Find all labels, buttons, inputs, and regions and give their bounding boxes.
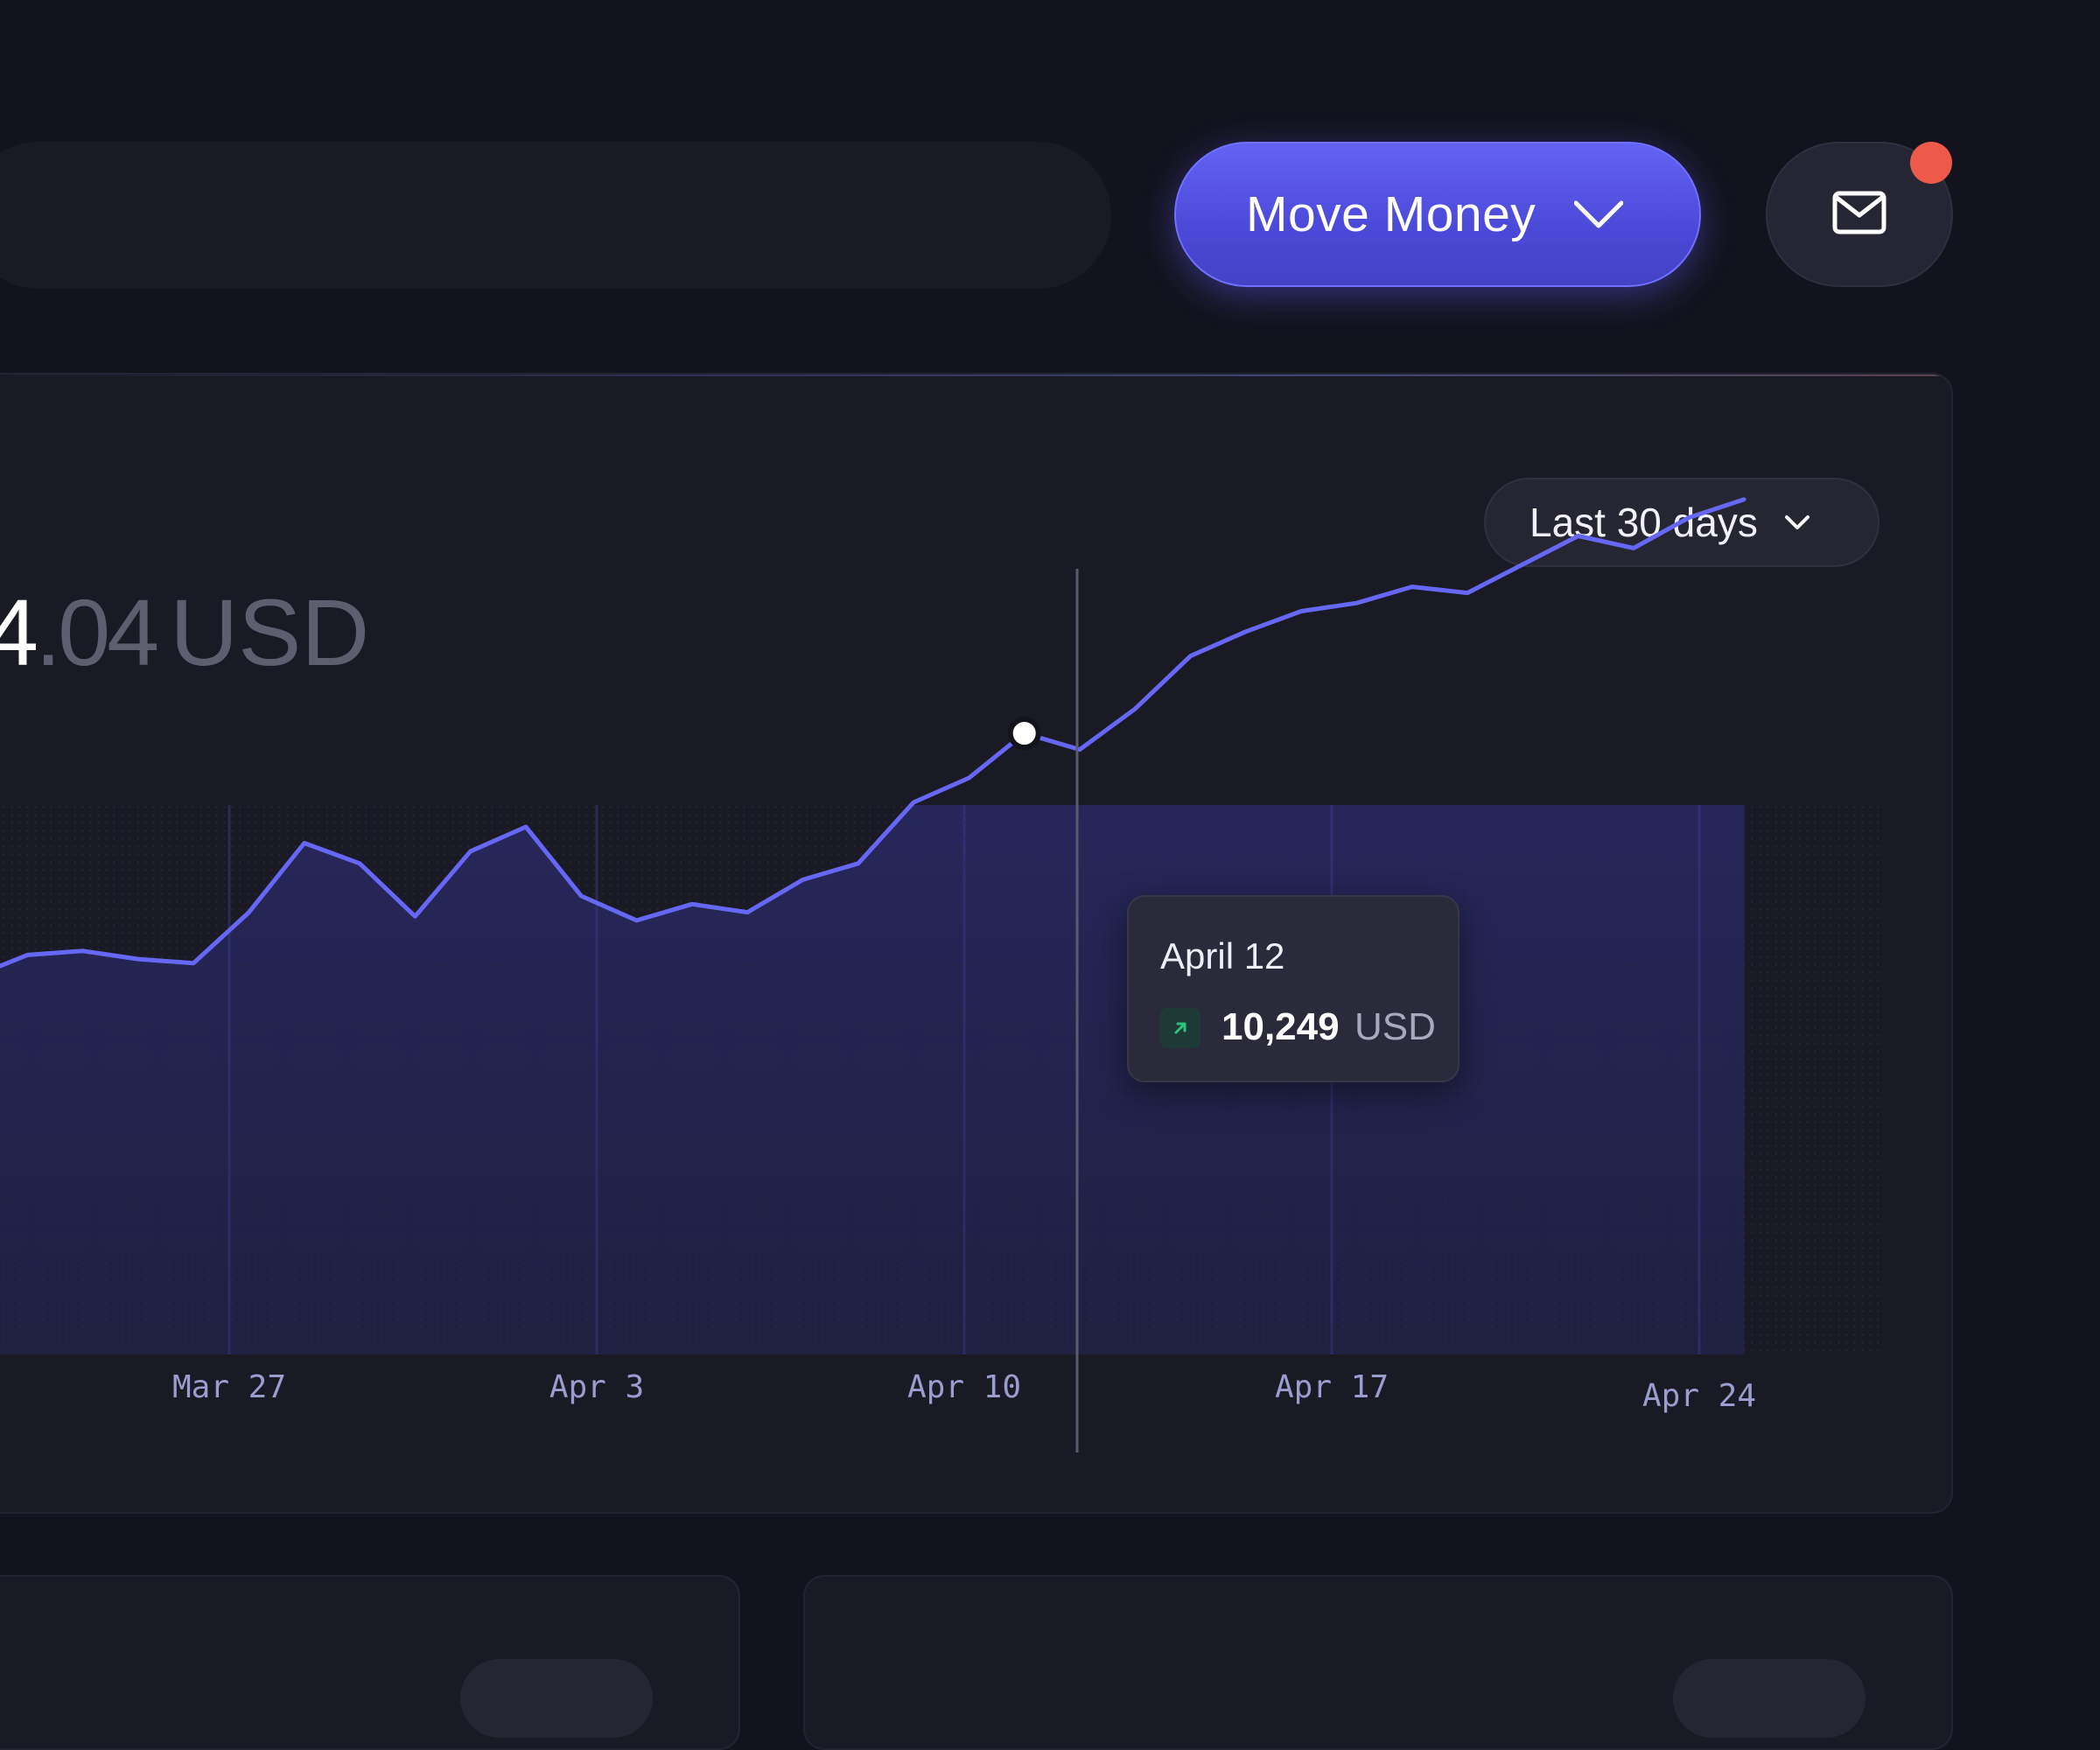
x-tick-label: Mar 27 [172, 1369, 286, 1405]
chevron-down-icon [1784, 514, 1810, 530]
data-point [524, 824, 528, 829]
data-point [579, 894, 584, 898]
balance-decimal: .04 [35, 579, 159, 685]
data-point [1078, 747, 1082, 752]
chart-tooltip: April 12 10,249 USD [1127, 895, 1460, 1082]
data-point [468, 849, 472, 853]
search-bar[interactable] [0, 142, 1111, 289]
data-point [80, 948, 85, 953]
balance-amount: 4 .04 USD [0, 578, 369, 685]
data-point [1521, 563, 1525, 567]
x-tick-label: Apr 3 [550, 1369, 644, 1405]
data-point [1188, 654, 1193, 658]
data-point [247, 910, 251, 914]
balance-integer: 4 [0, 579, 38, 685]
x-tick-label: Apr 17 [1275, 1369, 1389, 1405]
data-point [912, 801, 916, 805]
data-point [1576, 534, 1580, 538]
mail-icon [1832, 191, 1886, 239]
balance-currency: USD [170, 579, 370, 685]
balance-chart[interactable]: Mar 27 Apr 3 Apr 10 Apr 17 Apr 24 [0, 0, 2100, 1680]
data-point [746, 910, 750, 914]
move-money-button[interactable]: Move Money [1174, 142, 1701, 287]
data-point [1410, 584, 1414, 589]
data-point [1687, 515, 1691, 520]
data-point [1299, 609, 1304, 613]
trend-up-icon [1160, 1008, 1200, 1048]
data-point [967, 776, 971, 780]
tooltip-value: 10,249 [1222, 1005, 1340, 1048]
tooltip-date: April 12 [1160, 935, 1285, 976]
x-tick-label: Apr 24 [1642, 1378, 1756, 1414]
data-point [801, 878, 805, 882]
bottom-card-right-button[interactable] [1673, 1659, 1866, 1738]
move-money-label: Move Money [1246, 186, 1536, 242]
data-point [1466, 591, 1470, 595]
tooltip-currency: USD [1354, 1005, 1436, 1048]
highlight-point[interactable] [1007, 717, 1041, 750]
bottom-card-left-button[interactable] [460, 1659, 653, 1738]
data-point [1742, 497, 1746, 501]
data-point [634, 918, 639, 922]
data-point [302, 841, 306, 845]
chevron-down-icon [1574, 200, 1624, 228]
data-point [25, 953, 30, 957]
notification-badge [1910, 142, 1952, 184]
data-point [690, 902, 694, 906]
data-point [856, 861, 860, 865]
data-point [1354, 601, 1359, 606]
data-point [358, 861, 362, 865]
data-point [1133, 707, 1138, 711]
data-point [192, 961, 196, 965]
x-tick-label: Apr 10 [907, 1369, 1021, 1405]
data-point [413, 914, 417, 919]
data-point [1632, 546, 1635, 550]
data-point [1243, 629, 1248, 634]
area-dot-overlay [0, 805, 1881, 1356]
data-point [136, 957, 140, 962]
